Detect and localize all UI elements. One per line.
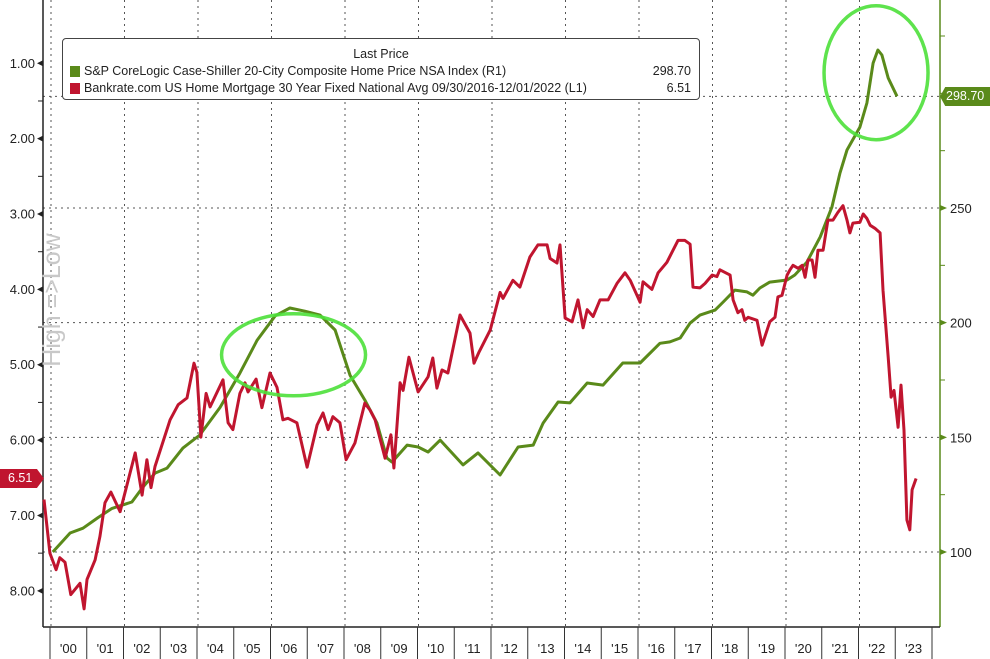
- left-tick-mark: [37, 135, 43, 142]
- x-tick-label: '09: [391, 641, 408, 656]
- x-tick-label: '03: [170, 641, 187, 656]
- left-tick-label: 7.00: [10, 508, 35, 523]
- x-tick-label: '14: [574, 641, 591, 656]
- right-tick-label: 250: [950, 201, 972, 216]
- x-tick-label: '16: [648, 641, 665, 656]
- right-tick-label: 100: [950, 545, 972, 560]
- legend-last-value: 298.70: [652, 64, 691, 78]
- x-tick-label: '22: [868, 641, 885, 656]
- x-tick-label: '12: [501, 641, 518, 656]
- left-tick-mark: [37, 437, 43, 444]
- left-tick-label: 5.00: [10, 357, 35, 372]
- left-tick-mark: [37, 587, 43, 594]
- legend-item-mortgage-rate: Bankrate.com US Home Mortgage 30 Year Fi…: [70, 80, 691, 96]
- gridlines: [43, 0, 940, 627]
- left-tick-label: 6.00: [10, 433, 35, 448]
- last-value-badge-right: 298.70: [940, 87, 990, 106]
- right-tick-mark: [940, 549, 947, 556]
- x-tick-label: '17: [685, 641, 702, 656]
- legend-title: Last Price: [353, 47, 409, 61]
- highlight-ellipse-2006: [219, 312, 368, 398]
- left-tick-label: 1.00: [10, 56, 35, 71]
- x-tick-label: '20: [795, 641, 812, 656]
- left-tick-mark: [37, 512, 43, 519]
- x-tick-label: '04: [207, 641, 224, 656]
- right-tick-label: 150: [950, 430, 972, 445]
- x-tick-label: '23: [905, 641, 922, 656]
- highlight-ellipse-2022: [822, 3, 930, 142]
- series-layer: [42, 48, 918, 611]
- left-tick-mark: [37, 211, 43, 218]
- mortgage-rate-line: [42, 204, 918, 611]
- x-tick-label: '01: [97, 641, 114, 656]
- left-tick-label: 2.00: [10, 131, 35, 146]
- x-tick-label: '19: [758, 641, 775, 656]
- last-value-badge-left: 6.51: [0, 469, 44, 488]
- legend-last-value: 6.51: [666, 81, 691, 95]
- x-tick-label: '11: [465, 641, 481, 656]
- left-tick-label: 4.00: [10, 282, 35, 297]
- legend-series-name: S&P CoreLogic Case-Shiller 20-City Compo…: [84, 64, 507, 78]
- left-tick-mark: [37, 60, 43, 67]
- x-tick-label: '15: [611, 641, 628, 656]
- x-tick-label: '05: [244, 641, 261, 656]
- x-tick-label: '10: [427, 641, 444, 656]
- axis-direction-label: High =>Low: [38, 233, 66, 367]
- legend-swatch: [70, 82, 80, 94]
- legend-swatch: [70, 65, 80, 77]
- legend-item-case-shiller: S&P CoreLogic Case-Shiller 20-City Compo…: [70, 63, 691, 79]
- right-tick-mark: [940, 434, 947, 441]
- left-tick-label: 8.00: [10, 583, 35, 598]
- case-shiller-line: [51, 48, 899, 554]
- left-tick-label: 3.00: [10, 207, 35, 222]
- axes: 1.00 2.00 3.00 4.00 5.00 6.00 7.00 8.00 100 150 20…: [10, 0, 972, 659]
- legend: Last Price S&P CoreLogic Case-Shiller 20…: [62, 38, 700, 100]
- x-tick-label: '13: [538, 641, 555, 656]
- right-tick-mark: [940, 205, 947, 212]
- x-tick-label: '06: [280, 641, 297, 656]
- x-tick-label: '08: [354, 641, 371, 656]
- x-tick-label: '18: [721, 641, 738, 656]
- legend-series-name: Bankrate.com US Home Mortgage 30 Year Fi…: [84, 81, 587, 95]
- x-tick-label: '02: [133, 641, 150, 656]
- left-tick-mark: [37, 286, 43, 293]
- left-tick-mark: [37, 361, 43, 368]
- x-tick-label: '21: [832, 641, 849, 656]
- right-tick-mark: [940, 319, 947, 326]
- x-tick-label: '07: [317, 641, 334, 656]
- right-tick-label: 200: [950, 316, 972, 331]
- x-tick-label: '00: [60, 641, 77, 656]
- annotations: [219, 3, 930, 398]
